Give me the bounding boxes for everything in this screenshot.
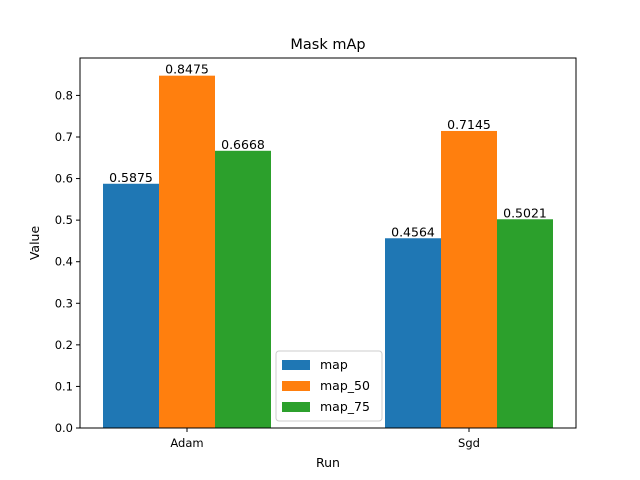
y-tick-label: 0.0: [55, 421, 73, 435]
bar-map_50-adam: [159, 75, 215, 428]
bar-map_50-sgd: [441, 130, 497, 428]
x-tick-label-adam: Adam: [170, 436, 203, 450]
y-tick-label: 0.2: [55, 338, 73, 352]
data-label-map-adam: 0.5875: [109, 170, 153, 185]
bar-map_75-adam: [215, 150, 271, 428]
legend-label-map_50: map_50: [320, 378, 370, 393]
y-axis-label: Value: [27, 226, 42, 261]
x-tick-label-sgd: Sgd: [458, 436, 480, 450]
data-label-map-sgd: 0.4564: [391, 224, 435, 239]
legend-swatch-map: [282, 360, 310, 370]
bar-map-sgd: [385, 238, 441, 428]
y-tick-label: 0.7: [55, 130, 73, 144]
legend-swatch-map_50: [282, 381, 310, 391]
y-tick-label: 0.3: [55, 296, 73, 310]
legend: map map_50 map_75: [275, 350, 383, 422]
x-axis-label: Run: [316, 455, 340, 470]
bar-map_75-sgd: [497, 219, 553, 428]
data-label-map_50-sgd: 0.7145: [447, 117, 491, 132]
bar-map-adam: [103, 183, 159, 428]
plot-frame: [79, 57, 577, 429]
y-tick-label: 0.6: [55, 172, 73, 186]
data-label-map_75-sgd: 0.5021: [503, 205, 547, 220]
legend-label-map: map: [320, 357, 348, 372]
chart-title: Mask mAp: [290, 37, 365, 53]
y-tick-label: 0.1: [55, 379, 73, 393]
y-tick-label: 0.8: [55, 88, 73, 102]
y-tick-label: 0.5: [55, 213, 73, 227]
y-tick-label: 0.4: [55, 255, 73, 269]
data-label-map_50-adam: 0.8475: [165, 62, 209, 77]
legend-label-map_75: map_75: [320, 399, 370, 414]
legend-swatch-map_75: [282, 402, 310, 412]
data-label-map_75-adam: 0.6668: [221, 137, 265, 152]
